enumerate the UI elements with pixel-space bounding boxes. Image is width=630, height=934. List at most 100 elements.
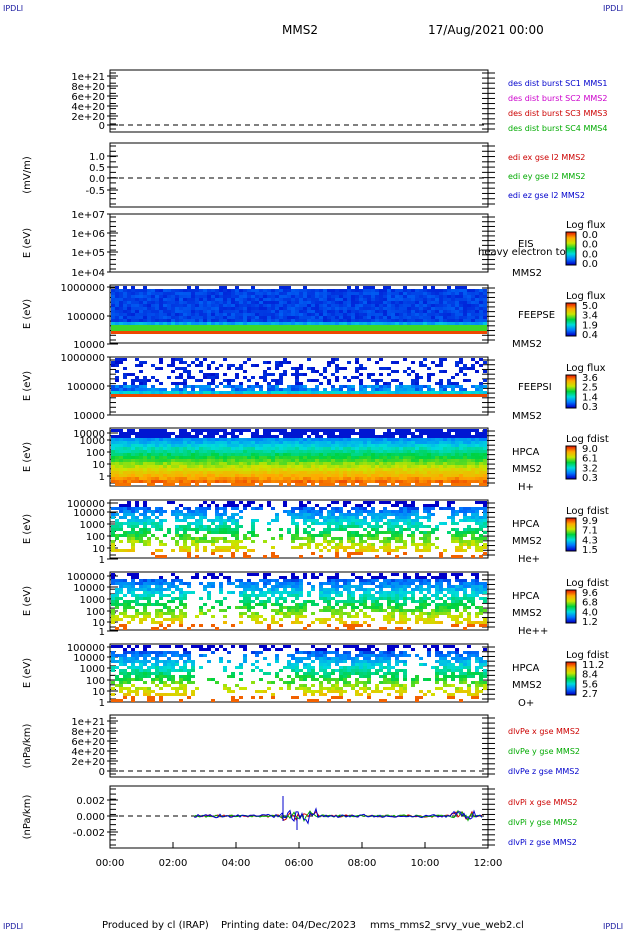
spectrogram-cell	[319, 310, 323, 313]
spectrogram-cell	[255, 447, 259, 450]
spectrogram-cell	[391, 459, 395, 462]
spectrogram-cell	[291, 385, 295, 388]
spectrogram-cell	[143, 432, 147, 435]
spectrogram-cell	[187, 295, 191, 298]
spectrogram-cell	[351, 376, 355, 379]
spectrogram-cell	[387, 385, 391, 388]
spectrogram-cell	[335, 289, 339, 292]
colorbar-band	[566, 333, 576, 334]
spectrogram-cell	[215, 549, 219, 552]
spectrogram-cell	[111, 513, 115, 516]
spectrogram-cell	[399, 534, 403, 537]
spectrogram-cell	[319, 483, 323, 486]
spectrogram-cell	[231, 441, 235, 444]
spectrogram-cell	[355, 465, 359, 468]
spectrogram-cell	[363, 465, 367, 468]
spectrogram-cell	[267, 522, 271, 525]
spectrogram-cell	[179, 394, 183, 397]
spectrogram-cell	[359, 507, 363, 510]
spectrogram-cell	[463, 307, 467, 310]
spectrogram-cell	[387, 552, 391, 555]
spectrogram-cell	[483, 459, 487, 462]
spectrogram-cell	[363, 367, 367, 370]
spectrogram-cell	[283, 295, 287, 298]
spectrogram-cell	[219, 507, 223, 510]
spectrogram-cell	[171, 483, 175, 486]
colorbar-title: Log flux	[566, 291, 606, 302]
colorbar-band	[566, 472, 576, 473]
spectrogram-cell	[355, 289, 359, 292]
spectrogram-cell	[279, 307, 283, 310]
spectrogram-cell	[367, 456, 371, 459]
spectrogram-cell	[387, 447, 391, 450]
spectrogram-cell	[295, 429, 299, 432]
spectrogram-cell	[347, 555, 351, 558]
spectrogram-cell	[239, 441, 243, 444]
spectrogram-cell	[223, 474, 227, 477]
spectrogram-cell	[243, 546, 247, 549]
spectrogram-cell	[435, 429, 439, 432]
spectrogram-cell	[483, 394, 487, 397]
spectrogram-cell	[327, 432, 331, 435]
spectrogram-cell	[351, 516, 355, 519]
spectrogram-cell	[351, 453, 355, 456]
spectrogram-cell	[363, 322, 367, 325]
spectrogram-cell	[231, 307, 235, 310]
spectrogram-cell	[247, 438, 251, 441]
spectrogram-cell	[335, 549, 339, 552]
spectrogram-cell	[283, 394, 287, 397]
colorbar-band	[566, 238, 576, 239]
spectrogram-cell	[111, 385, 115, 388]
spectrogram-cell	[243, 483, 247, 486]
spectrogram-cell	[407, 483, 411, 486]
spectrogram-cell	[259, 322, 263, 325]
spectrogram-cell	[303, 474, 307, 477]
spectrogram-cell	[259, 438, 263, 441]
spectrogram-cell	[355, 316, 359, 319]
spectrogram-cell	[395, 456, 399, 459]
spectrogram-cell	[211, 501, 215, 504]
spectrogram-cell	[239, 447, 243, 450]
spectrogram-cell	[295, 522, 299, 525]
spectrogram-cell	[323, 432, 327, 435]
spectrogram-cell	[319, 531, 323, 534]
spectrogram-cell	[263, 319, 267, 322]
spectrogram-cell	[195, 450, 199, 453]
spectrogram-cell	[323, 289, 327, 292]
colorbar-band	[566, 388, 576, 389]
spectrogram-cell	[279, 325, 283, 328]
spectrogram-cell	[159, 322, 163, 325]
spectrogram-cell	[271, 435, 275, 438]
spectrogram-cell	[451, 304, 455, 307]
spectrogram-cell	[367, 328, 371, 331]
spectrogram-cell	[359, 391, 363, 394]
spectrogram-cell	[223, 441, 227, 444]
spectrogram-cell	[299, 504, 303, 507]
spectrogram-cell	[183, 507, 187, 510]
spectrogram-cell	[139, 453, 143, 456]
spectrogram-cell	[407, 456, 411, 459]
spectrogram-cell	[219, 453, 223, 456]
spectrogram-cell	[267, 292, 271, 295]
spectrogram-cell	[431, 441, 435, 444]
spectrogram-cell	[111, 310, 115, 313]
spectrogram-cell	[275, 388, 279, 391]
spectrogram-cell	[479, 325, 483, 328]
spectrogram-cell	[211, 301, 215, 304]
spectrogram-cell	[207, 480, 211, 483]
spectrogram-cell	[115, 474, 119, 477]
spectrogram-cell	[171, 364, 175, 367]
spectrogram-cell	[199, 540, 203, 543]
spectrogram-cell	[387, 432, 391, 435]
spectrogram-cell	[431, 456, 435, 459]
spectrogram-cell	[363, 385, 367, 388]
spectrogram-cell	[479, 328, 483, 331]
spectrogram-cell	[455, 328, 459, 331]
spectrogram-cell	[159, 480, 163, 483]
spectrogram-cell	[163, 432, 167, 435]
spectrogram-cell	[267, 456, 271, 459]
spectrogram-cell	[427, 450, 431, 453]
spectrogram-cell	[399, 468, 403, 471]
spectrogram-cell	[139, 456, 143, 459]
spectrogram-cell	[147, 471, 151, 474]
